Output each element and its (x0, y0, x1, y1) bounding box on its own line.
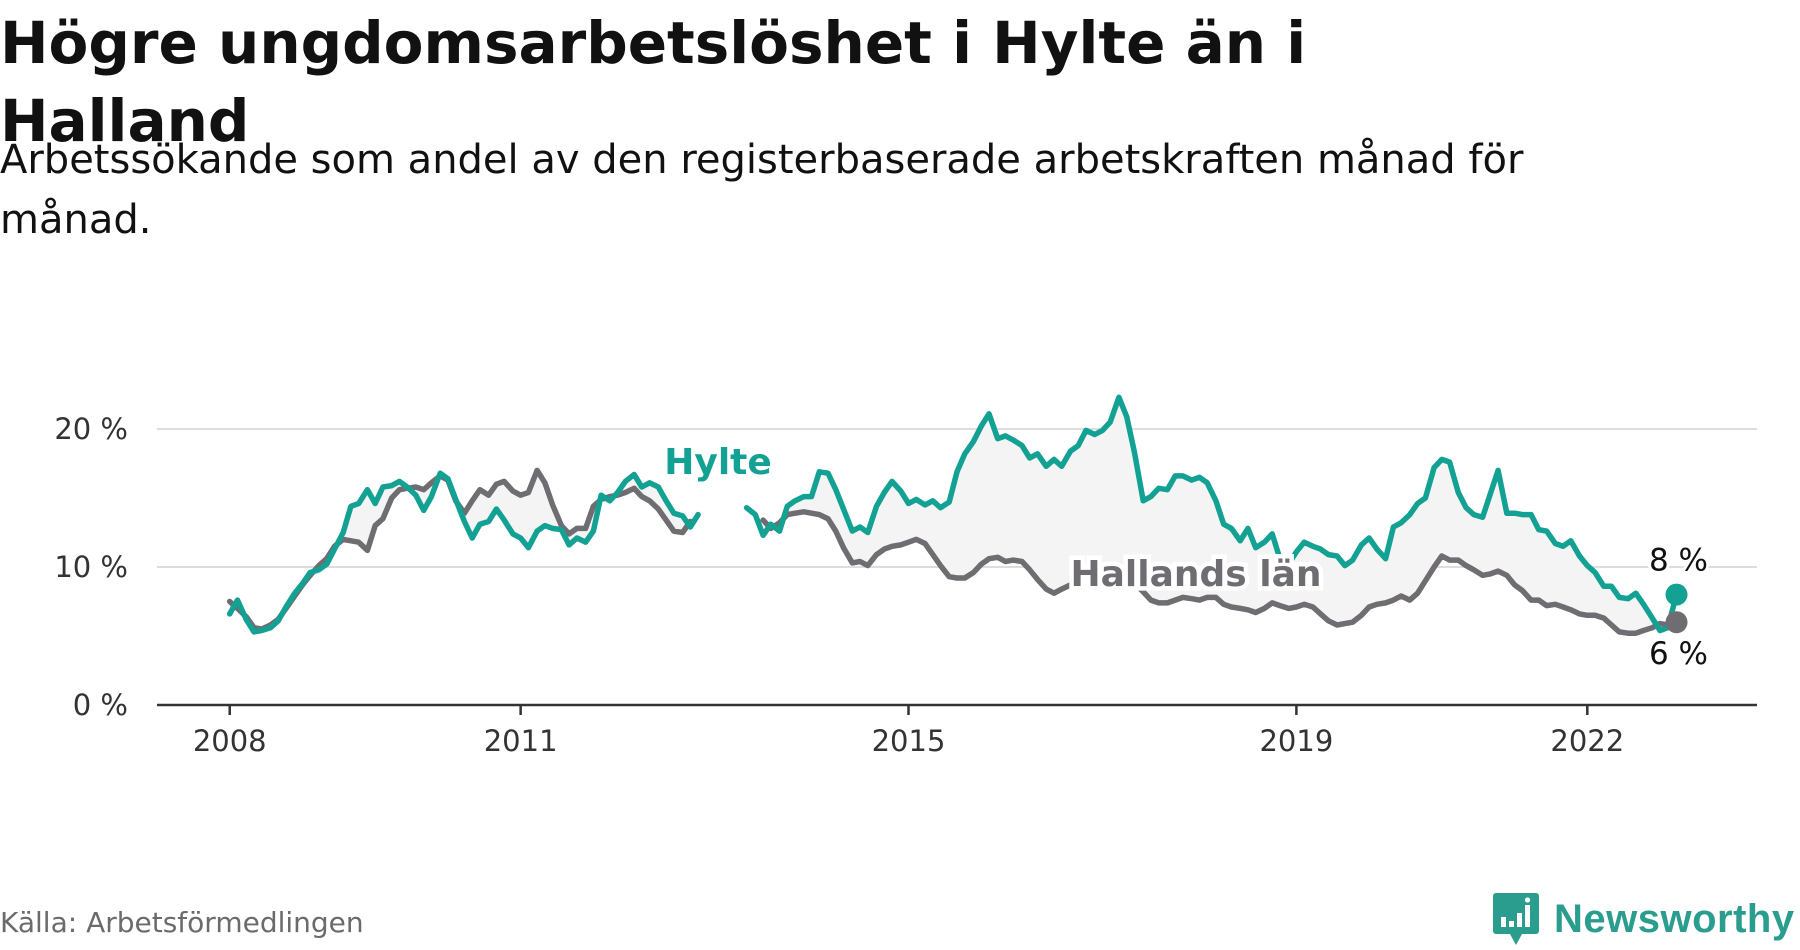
end-point-hallands-lan (1665, 611, 1688, 634)
chart-svg: 0 % 10 % 20 % 2008 2011 2015 2019 2022 8 % 6 % Hyl… (54, 394, 1757, 758)
end-label-hallands-lan: 6 % (1649, 636, 1708, 672)
series-label-hallands-lan: Hallands län (1070, 554, 1321, 595)
source-note: Källa: Arbetsförmedlingen (0, 906, 364, 939)
series-line-hylte (226, 394, 1680, 635)
chart-subtitle: Arbetssökande som andel av den registerb… (0, 137, 1524, 243)
end-label-hylte: 8 % (1649, 543, 1708, 579)
newsworthy-icon (1493, 893, 1539, 945)
y-tick-label: 10 % (54, 550, 128, 584)
brand-name: Newsworthy (1554, 896, 1795, 941)
x-tick-label: 2011 (484, 724, 558, 758)
brand-logo[interactable]: Newsworthy (1492, 888, 1795, 950)
y-tick-label: 20 % (54, 412, 128, 446)
x-tick-label: 2008 (193, 724, 267, 758)
chart-title: Högre ungdomsarbetslöshet i Hylte än i H… (0, 9, 1307, 155)
x-tick-label: 2015 (872, 724, 946, 758)
x-tick-label: 2022 (1550, 724, 1624, 758)
x-tick-label: 2019 (1259, 724, 1333, 758)
end-point-hylte (1665, 583, 1688, 606)
series-label-hylte: Hylte (664, 442, 772, 483)
y-tick-label: 0 % (73, 688, 128, 722)
